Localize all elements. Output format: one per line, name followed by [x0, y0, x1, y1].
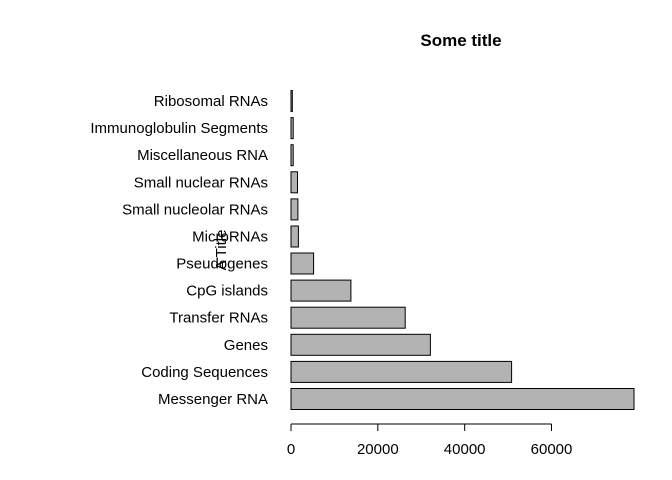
bar-transfer-rnas: [290, 306, 406, 329]
x-axis: 0 20000 40000 60000: [287, 423, 573, 458]
chart-title: Some title: [420, 31, 501, 50]
bars-group: [290, 90, 635, 410]
x-tick-label: 20000: [357, 441, 399, 458]
category-label: Coding Sequences: [141, 364, 268, 381]
category-label: Ribosomal RNAs: [154, 93, 268, 110]
y-axis-label: A Title: [213, 230, 230, 271]
category-label: MicroRNAs: [192, 229, 268, 246]
bar-small-nuclear-rnas: [290, 171, 298, 194]
category-label: Small nucleolar RNAs: [122, 201, 268, 218]
category-labels-group: Messenger RNA Coding Sequences Genes Transf…: [90, 93, 268, 408]
bar-micrornas: [290, 225, 299, 248]
category-label: CpG islands: [186, 283, 268, 300]
bar-immunoglobulin-segments: [290, 117, 294, 140]
bar-ribosomal-rnas: [290, 90, 293, 112]
category-label: Small nuclear RNAs: [134, 174, 268, 191]
bar-coding-sequences: [290, 360, 513, 383]
bar-pseudogenes: [290, 252, 315, 275]
category-label: Transfer RNAs: [169, 310, 268, 327]
category-label: Miscellaneous RNA: [137, 147, 268, 164]
category-label: Messenger RNA: [158, 391, 268, 408]
category-label: Genes: [224, 337, 268, 354]
category-label: Immunoglobulin Segments: [90, 120, 268, 137]
category-label: Pseudogenes: [176, 256, 268, 273]
bar-genes: [290, 333, 431, 356]
bar-miscellaneous-rna: [290, 144, 294, 167]
x-tick-label: 40000: [444, 441, 486, 458]
bar-cpg-islands: [290, 279, 352, 302]
bar-small-nucleolar-rnas: [290, 198, 299, 221]
bar-messenger-rna: [290, 388, 635, 410]
x-tick-label: 60000: [531, 441, 573, 458]
x-tick-label: 0: [287, 441, 295, 458]
